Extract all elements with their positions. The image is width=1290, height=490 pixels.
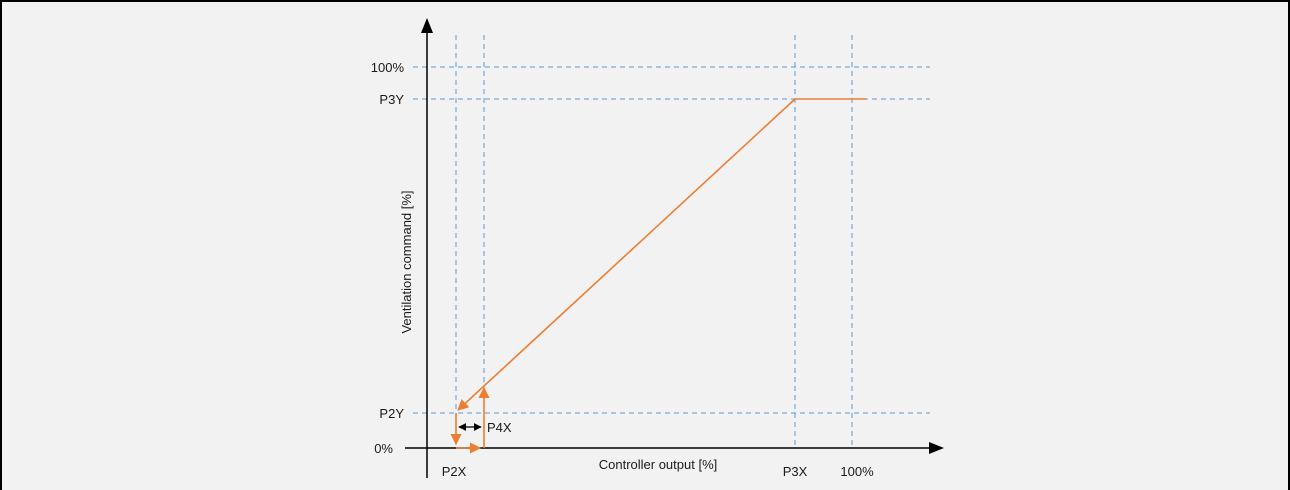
characteristic-curve xyxy=(450,98,866,454)
x-axis-label: Controller output [%] xyxy=(599,457,718,472)
gridlines xyxy=(413,35,930,448)
y-axis-label: Ventilation command [%] xyxy=(399,190,414,333)
x-tick-100: 100% xyxy=(840,464,874,479)
y-tick-p3y: P3Y xyxy=(379,92,404,107)
x-tick-p2x: P2X xyxy=(442,464,467,479)
y-axis-arrowhead xyxy=(421,18,433,33)
y-tick-100: 100% xyxy=(371,60,405,75)
p4x-label: P4X xyxy=(487,420,512,435)
y-tick-p2y: P2Y xyxy=(379,406,404,421)
x-axis-arrowhead xyxy=(929,442,944,454)
x-tick-p3x: P3X xyxy=(783,464,808,479)
y-tick-0: 0% xyxy=(374,441,393,456)
curve-ramp-segment xyxy=(457,98,796,411)
